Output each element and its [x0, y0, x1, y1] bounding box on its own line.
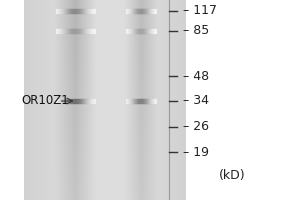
Text: – 19: – 19: [183, 146, 209, 158]
Text: – 48: – 48: [183, 70, 209, 82]
Text: (kD): (kD): [219, 168, 246, 182]
Text: – 34: – 34: [183, 95, 209, 108]
Text: OR10Z1: OR10Z1: [21, 95, 69, 108]
Text: – 85: – 85: [183, 24, 209, 38]
Text: – 26: – 26: [183, 120, 209, 134]
Text: – 117: – 117: [183, 4, 217, 18]
